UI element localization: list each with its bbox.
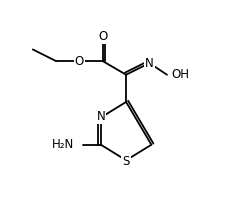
Text: O: O (98, 30, 107, 43)
Text: O: O (75, 55, 84, 68)
Text: S: S (122, 155, 130, 168)
Text: H₂N: H₂N (52, 138, 74, 151)
Text: OH: OH (172, 68, 190, 81)
Text: N: N (97, 110, 105, 123)
Text: N: N (145, 57, 154, 70)
